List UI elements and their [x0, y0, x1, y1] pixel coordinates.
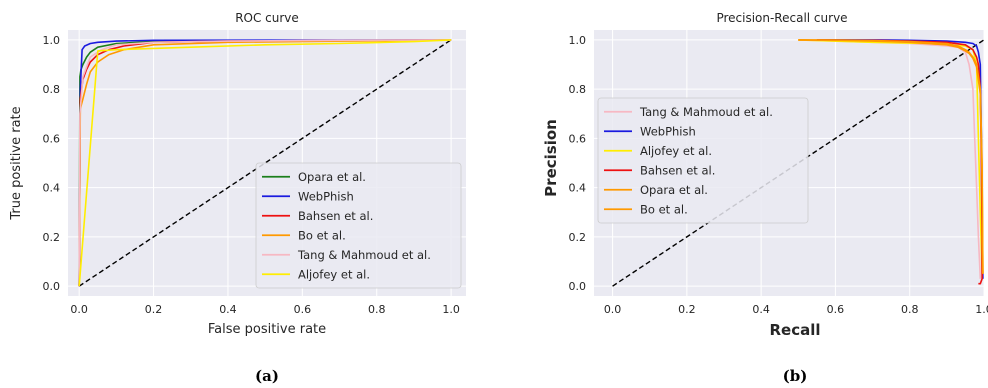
x-tick-label: 0.8 [901, 303, 919, 316]
y-tick-label: 1.0 [43, 34, 61, 47]
grid-lines [68, 30, 466, 296]
series-line-aljofey-et-al [78, 39, 452, 287]
reference-diagonal-line [612, 39, 985, 287]
grid-lines [594, 30, 985, 296]
x-tick-label: 0.8 [368, 303, 386, 316]
roc-chart-panel: 0.0 0.2 0.4 0.6 0.8 1.0 0.0 0.2 0.4 0.6 0.8 1.0 RO… [9, 11, 466, 385]
legend-box [255, 162, 462, 289]
legend-label: WebPhish [298, 189, 354, 203]
legend-label: Bo et al. [298, 228, 346, 242]
x-tick-label: 0.0 [70, 303, 88, 316]
legend-label: Opara et al. [298, 170, 366, 184]
series-line-bo-et-al [798, 39, 984, 274]
y-tick-label: 0.4 [43, 182, 61, 195]
series-line-bo-et-al [78, 39, 452, 287]
legend-label: Bahsen et al. [298, 209, 373, 223]
reference-line [78, 39, 452, 287]
panel-label: (b) [783, 367, 808, 385]
x-tick-label: 0.2 [678, 303, 696, 316]
y-tick-label: 0.0 [43, 280, 61, 293]
y-tick-label: 0.4 [569, 182, 587, 195]
x-tick-label: 0.4 [752, 303, 770, 316]
x-tick-label: 0.6 [294, 303, 312, 316]
chart-title: ROC curve [235, 11, 299, 25]
x-tick-label: 0.6 [827, 303, 845, 316]
reference-diagonal-line [78, 39, 452, 287]
x-tick-label: 0.4 [219, 303, 237, 316]
x-axis-label: Recall [769, 321, 820, 339]
x-tick-label: 0.0 [604, 303, 622, 316]
y-tick-label: 0.8 [43, 83, 61, 96]
y-tick-labels: 0.0 0.2 0.4 0.6 0.8 1.0 [569, 34, 587, 293]
x-tick-label: 0.2 [145, 303, 163, 316]
legend-box [597, 97, 809, 224]
legend: Tang & Mahmoud et al. WebPhish Aljofey et … [597, 97, 809, 224]
y-axis-label: Precision [542, 119, 560, 197]
legend-label: Tang & Mahmoud et al. [639, 105, 773, 119]
panel-label: (a) [255, 367, 279, 385]
y-tick-label: 0.6 [569, 132, 587, 145]
x-tick-labels: 0.0 0.2 0.4 0.6 0.8 1.0 [604, 303, 988, 316]
x-axis-label: False positive rate [208, 322, 326, 337]
x-tick-label: 1.0 [442, 303, 460, 316]
legend: Opara et al. WebPhish Bahsen et al. Bo et a… [255, 162, 462, 289]
y-tick-label: 0.0 [569, 280, 587, 293]
x-tick-labels: 0.0 0.2 0.4 0.6 0.8 1.0 [70, 303, 459, 316]
y-tick-label: 0.6 [43, 132, 61, 145]
series-group [78, 39, 452, 287]
y-tick-label: 0.2 [43, 231, 61, 244]
chart-title: Precision-Recall curve [716, 11, 847, 25]
y-tick-labels: 0.0 0.2 0.4 0.6 0.8 1.0 [43, 34, 61, 293]
series-line-tang-mahmoud-et-al [78, 39, 452, 287]
precision-recall-chart-panel: 0.0 0.2 0.4 0.6 0.8 1.0 0.0 0.2 0.4 0.6 0.8 1.0 Pr… [542, 11, 988, 385]
x-tick-label: 1.0 [975, 303, 988, 316]
y-tick-label: 0.8 [569, 83, 587, 96]
y-tick-label: 1.0 [569, 34, 587, 47]
legend-label: WebPhish [640, 124, 696, 138]
y-tick-label: 0.2 [569, 231, 587, 244]
legend-label: Tang & Mahmoud et al. [297, 248, 431, 262]
series-line-webphish [78, 39, 452, 287]
legend-label: Bo et al. [640, 202, 688, 216]
legend-label: Aljofey et al. [640, 144, 712, 158]
reference-line [612, 39, 985, 287]
series-group [798, 39, 984, 285]
y-axis-label: True positive rate [9, 106, 24, 220]
legend-label: Aljofey et al. [298, 267, 370, 281]
legend-label: Bahsen et al. [640, 163, 715, 177]
legend-label: Opara et al. [640, 183, 708, 197]
